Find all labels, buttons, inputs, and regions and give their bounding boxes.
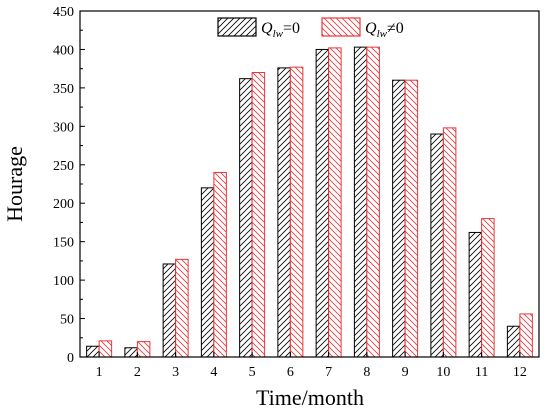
bar-qlw-zero-month-1 <box>86 345 100 358</box>
bar-qlw-nonzero-month-6 <box>289 66 304 358</box>
y-tick-label: 200 <box>53 197 74 212</box>
x-tick-label: 10 <box>436 365 450 380</box>
bar-qlw-nonzero-month-4 <box>213 171 227 358</box>
bar-qlw-nonzero-month-8 <box>366 46 380 358</box>
bar-qlw-nonzero-month-7 <box>328 47 342 358</box>
legend-swatch-qlw-nonzero <box>321 17 361 37</box>
bar-qlw-nonzero-month-1 <box>98 340 113 358</box>
y-axis-label: Hourage <box>2 146 27 222</box>
x-tick-label: 12 <box>513 365 527 380</box>
x-tick-label: 5 <box>249 365 256 380</box>
bar-qlw-zero-month-8 <box>353 46 368 358</box>
bar-qlw-zero-month-2 <box>124 347 138 358</box>
y-tick-label: 100 <box>53 274 74 289</box>
legend: Qlw=0 Qlw≠0 <box>217 17 404 40</box>
x-tick-label: 11 <box>475 365 488 380</box>
bar-qlw-zero-month-10 <box>430 133 444 358</box>
bar-qlw-zero-month-5 <box>239 78 253 358</box>
bar-qlw-nonzero-month-5 <box>251 72 266 358</box>
bar-qlw-nonzero-month-12 <box>519 313 533 358</box>
legend-label-qlw-nonzero: Qlw≠0 <box>365 20 404 40</box>
y-tick-label: 400 <box>53 43 74 58</box>
y-tick-label: 300 <box>53 120 74 135</box>
y-tick-label: 250 <box>53 159 74 174</box>
y-axis: 0 50 100 150 200 250 300 350 400 450 <box>53 5 85 366</box>
x-axis-label: Time/month <box>256 385 364 410</box>
x-tick-label: 1 <box>96 365 103 380</box>
bar-qlw-nonzero-month-9 <box>404 79 419 358</box>
x-tick-label: 9 <box>402 365 409 380</box>
bar-qlw-nonzero-month-3 <box>175 258 189 358</box>
bar-qlw-zero-month-12 <box>506 325 521 358</box>
bar-qlw-zero-month-4 <box>200 187 215 358</box>
y-tick-label: 50 <box>60 313 74 328</box>
bar-qlw-nonzero-month-10 <box>442 127 457 358</box>
y-tick-label: 150 <box>53 236 74 251</box>
x-tick-label: 3 <box>172 365 179 380</box>
bar-qlw-zero-month-11 <box>468 231 483 358</box>
x-tick-label: 4 <box>210 365 217 380</box>
bars-group <box>86 46 533 358</box>
bar-qlw-zero-month-6 <box>277 67 291 358</box>
legend-swatch-qlw-zero <box>217 17 257 37</box>
bar-qlw-zero-month-9 <box>392 79 406 358</box>
x-tick-label: 2 <box>134 365 141 380</box>
legend-label-qlw-zero: Qlw=0 <box>261 20 300 40</box>
x-tick-label: 8 <box>363 365 370 380</box>
y-tick-label: 0 <box>67 351 74 366</box>
y-tick-label: 450 <box>53 5 74 20</box>
bar-qlw-zero-month-3 <box>162 263 177 358</box>
bar-qlw-zero-month-7 <box>315 48 330 358</box>
bar-qlw-nonzero-month-2 <box>136 341 151 358</box>
y-tick-label: 350 <box>53 82 74 97</box>
x-tick-label: 7 <box>325 365 332 380</box>
x-tick-label: 6 <box>287 365 294 380</box>
x-axis: 1 2 3 4 5 6 7 8 9 10 11 12 <box>96 352 527 380</box>
bar-qlw-nonzero-month-11 <box>481 218 495 358</box>
